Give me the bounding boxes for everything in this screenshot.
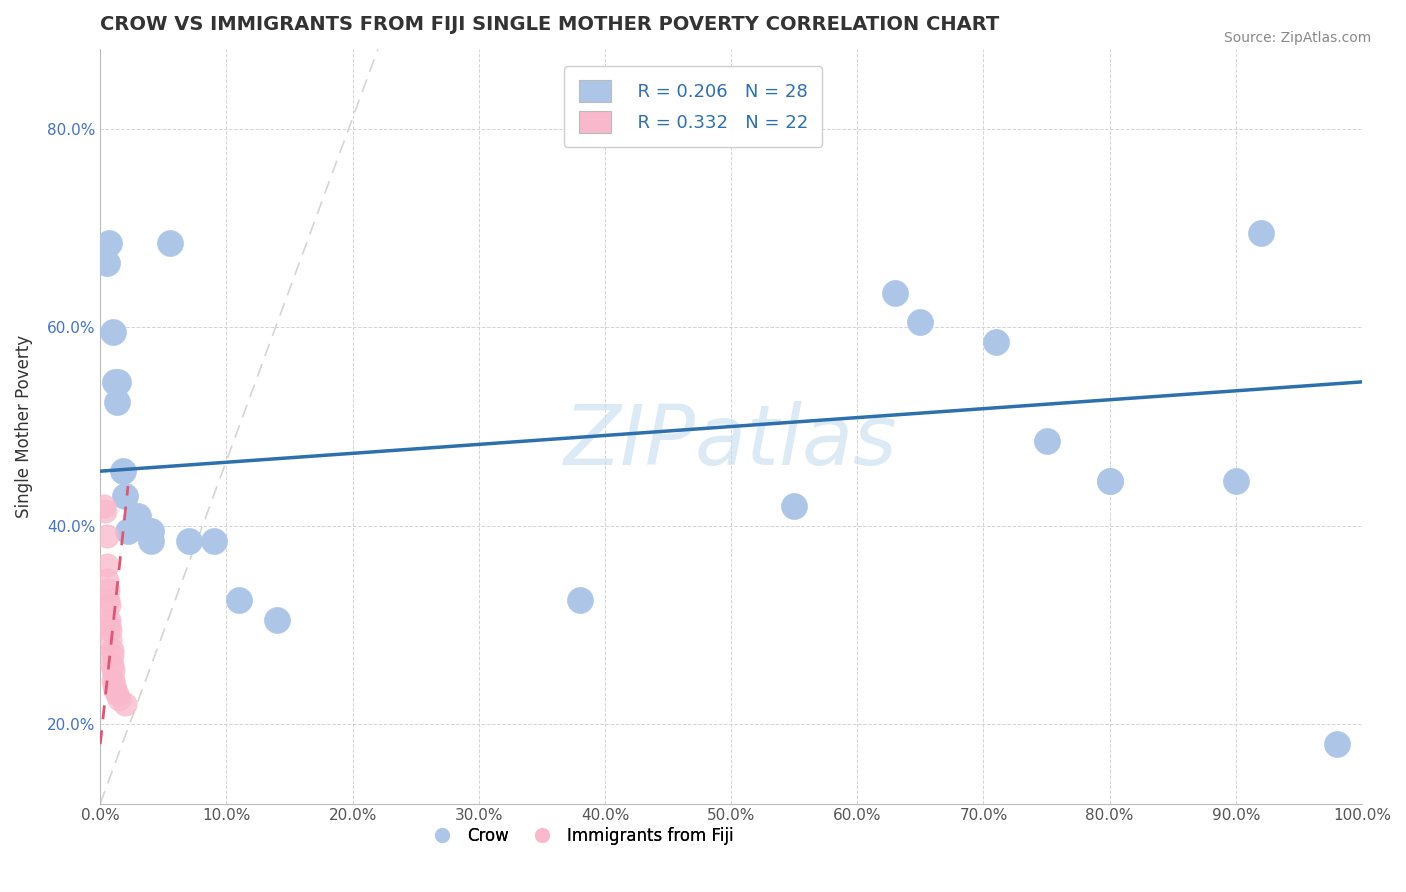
Point [107, 375, 129, 389]
Text: ZIPatlas: ZIPatlas [564, 401, 898, 482]
Point [96, 558, 118, 573]
Point [103, 677, 125, 691]
Point [1250, 226, 1272, 240]
Point [98, 632, 121, 647]
Point [1098, 474, 1121, 488]
Point [139, 524, 162, 538]
Y-axis label: Single Mother Poverty: Single Mother Poverty [15, 335, 32, 518]
Point [100, 642, 122, 657]
Point [105, 688, 128, 702]
Point [139, 533, 162, 548]
Point [96, 574, 118, 588]
Point [266, 613, 288, 627]
Point [111, 464, 134, 478]
Point [884, 285, 907, 300]
Point [127, 508, 149, 523]
Point [159, 235, 181, 250]
Point [228, 593, 250, 607]
Point [100, 648, 122, 662]
Point [108, 692, 131, 706]
Point [96, 256, 118, 270]
Point [97, 593, 120, 607]
Point [105, 394, 128, 409]
Point [98, 613, 121, 627]
Point [114, 489, 136, 503]
Point [98, 598, 121, 612]
Point [117, 524, 139, 538]
Point [1035, 434, 1057, 449]
Point [101, 325, 124, 339]
Point [984, 335, 1007, 350]
Legend: Crow, Immigrants from Fiji: Crow, Immigrants from Fiji [419, 821, 741, 852]
Point [94, 504, 117, 518]
Point [100, 657, 122, 672]
Point [568, 593, 591, 607]
Text: Source: ZipAtlas.com: Source: ZipAtlas.com [1223, 31, 1371, 45]
Point [910, 315, 932, 329]
Point [97, 583, 120, 598]
Point [114, 698, 136, 712]
Point [98, 235, 121, 250]
Point [98, 618, 121, 632]
Point [104, 682, 127, 697]
Text: CROW VS IMMIGRANTS FROM FIJI SINGLE MOTHER POVERTY CORRELATION CHART: CROW VS IMMIGRANTS FROM FIJI SINGLE MOTH… [100, 15, 1000, 34]
Point [177, 533, 200, 548]
Point [202, 533, 225, 548]
Point [96, 529, 118, 543]
Point [101, 663, 124, 677]
Point [1225, 474, 1247, 488]
Point [98, 623, 121, 637]
Point [1326, 737, 1348, 751]
Point [104, 375, 127, 389]
Point [1098, 474, 1121, 488]
Point [783, 499, 806, 513]
Point [101, 673, 124, 687]
Point [93, 499, 115, 513]
